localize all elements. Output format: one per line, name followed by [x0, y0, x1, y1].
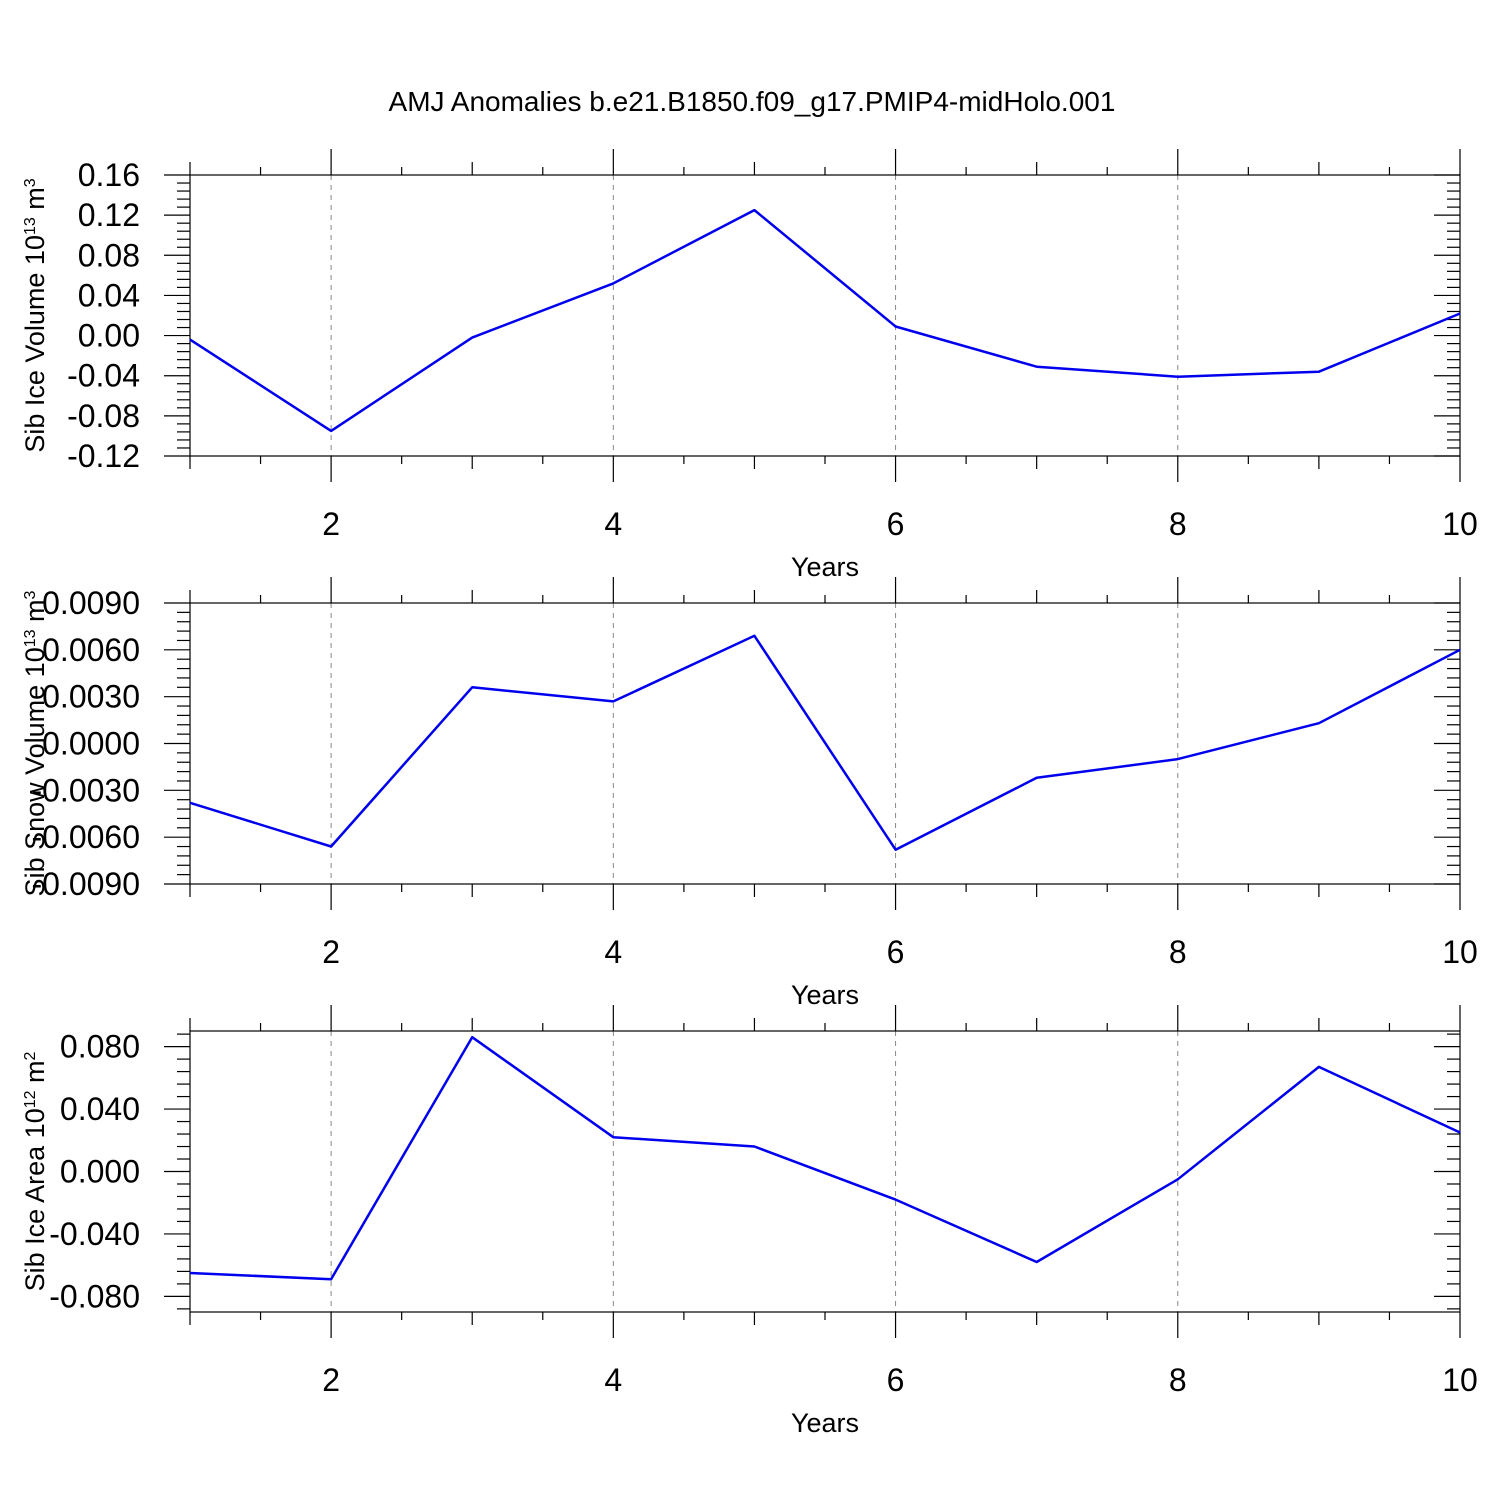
series-line [189, 1035, 1461, 1281]
y-axis-label-part: m [20, 1060, 50, 1090]
x-tick-label: 10 [1442, 506, 1478, 542]
y-tick-label: 0.04 [78, 277, 140, 313]
y-tick-label: 0.0090 [42, 585, 140, 621]
y-tick-label: 0.0060 [42, 632, 140, 668]
x-axis-label: Years [791, 1408, 859, 1438]
y-tick-label: 0.0030 [42, 679, 140, 715]
x-tick-label: 10 [1442, 934, 1478, 970]
panel-3: -0.080 -0.040 0.000 0.040 0.080 2 4 6 8 10 Years Si… [20, 1005, 1478, 1438]
figure-title: AMJ Anomalies b.e21.B1850.f09_g17.PMIP4-… [389, 86, 1116, 117]
x-tick-label: 10 [1442, 1362, 1478, 1398]
y-tick-label: 0.080 [60, 1029, 140, 1065]
x-axis-label: Years [791, 980, 859, 1010]
y-tick-label: 0.12 [78, 197, 140, 233]
x-tick-label: 4 [604, 1362, 622, 1398]
y-tick-label: -0.12 [67, 438, 140, 474]
y-axis-label-superscript: 12 [22, 1090, 39, 1108]
panel-1: -0.12 -0.08 -0.04 0.00 0.04 0.08 0.12 0.16 2 4 6 8 1… [20, 149, 1478, 582]
y-tick-label: 0.040 [60, 1091, 140, 1127]
y-tick-label: -0.04 [67, 358, 140, 394]
x-tick-label: 6 [887, 506, 905, 542]
x-tick-label: 4 [604, 934, 622, 970]
panels: -0.12 -0.08 -0.04 0.00 0.04 0.08 0.12 0.16 2 4 6 8 1… [20, 149, 1478, 1438]
panel-2: -0.0090 -0.0060 -0.0030 0.0000 0.0030 0.0060 0… [20, 577, 1478, 1010]
y-axis-label-part: Sib Snow Volume 10 [20, 647, 50, 896]
y-axis-label-superscript: 13 [22, 217, 39, 235]
y-tick-label: 0.08 [78, 237, 140, 273]
y-axis-label: Sib Snow Volume 1013 m3 [20, 590, 50, 896]
x-tick-label: 8 [1169, 506, 1187, 542]
x-tick-label: 4 [604, 506, 622, 542]
y-tick-label: -0.0060 [31, 819, 140, 855]
y-tick-label: 0.16 [78, 157, 140, 193]
y-tick-label: 0.0000 [42, 726, 140, 762]
x-tick-label: 2 [322, 506, 340, 542]
y-axis-label: Sib Ice Area 1012 m2 [20, 1051, 50, 1291]
y-tick-label: 0.000 [60, 1154, 140, 1190]
y-axis-label: Sib Ice Volume 1013 m3 [20, 178, 50, 452]
y-axis-label-superscript: 3 [22, 590, 39, 599]
y-tick-label: 0.00 [78, 318, 140, 354]
x-tick-label: 6 [887, 1362, 905, 1398]
plot-frame [189, 174, 1461, 457]
y-tick-label: -0.080 [49, 1278, 140, 1314]
y-axis-label-superscript: 13 [22, 629, 39, 647]
y-axis-label-part: Sib Ice Area 10 [20, 1108, 50, 1291]
y-axis-label-superscript: 2 [22, 1051, 39, 1060]
y-axis-label-part: m [20, 599, 50, 629]
x-tick-label: 2 [322, 1362, 340, 1398]
x-tick-label: 8 [1169, 934, 1187, 970]
y-tick-label: -0.0030 [31, 772, 140, 808]
series-line [189, 208, 1461, 433]
plot-frame [189, 1030, 1461, 1313]
x-tick-label: 6 [887, 934, 905, 970]
series-line [189, 634, 1461, 851]
x-axis-label: Years [791, 552, 859, 582]
y-axis-label-part: m [20, 187, 50, 217]
y-tick-label: -0.0090 [31, 866, 140, 902]
x-tick-label: 8 [1169, 1362, 1187, 1398]
x-tick-label: 2 [322, 934, 340, 970]
y-tick-label: -0.040 [49, 1216, 140, 1252]
y-axis-label-part: Sib Ice Volume 10 [20, 235, 50, 453]
y-axis-label-superscript: 3 [22, 178, 39, 187]
y-tick-label: -0.08 [67, 398, 140, 434]
